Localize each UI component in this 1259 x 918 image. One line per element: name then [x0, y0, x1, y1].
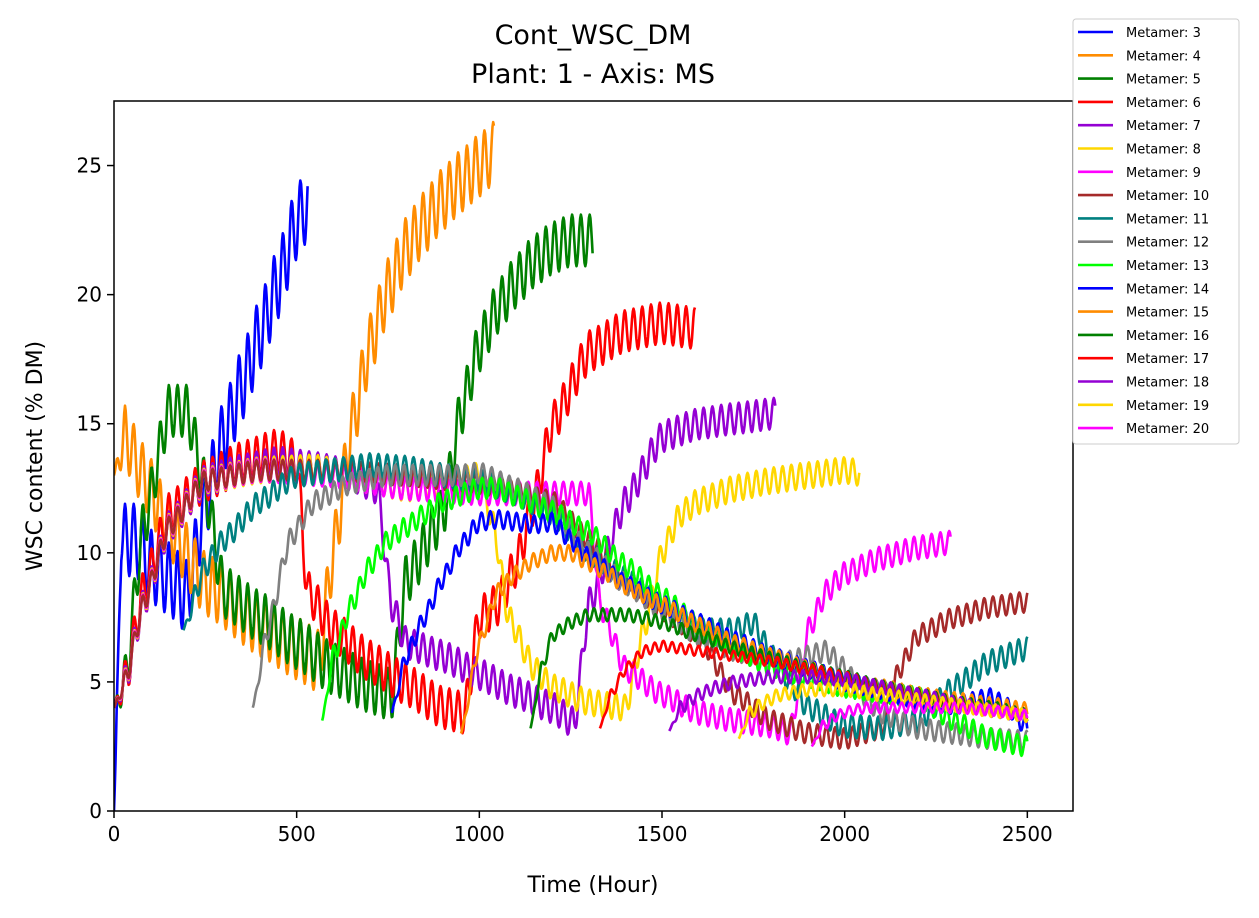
y-axis-label: WSC content (% DM)	[23, 341, 48, 571]
y-tick-label: 25	[77, 154, 102, 178]
plot-frame	[113, 100, 1074, 812]
legend-label: Metamer: 17	[1126, 352, 1209, 367]
y-tick-label: 0	[89, 799, 102, 823]
legend-label: Metamer: 20	[1126, 422, 1209, 437]
y-tick-label: 10	[77, 541, 102, 565]
legend-label: Metamer: 14	[1126, 282, 1209, 297]
legend-label: Metamer: 3	[1126, 26, 1201, 41]
legend-label: Metamer: 5	[1126, 73, 1201, 88]
legend-label: Metamer: 6	[1126, 96, 1201, 111]
x-tick-label: 1500	[637, 822, 688, 846]
series-layer	[114, 120, 1029, 811]
legend-label: Metamer: 8	[1126, 143, 1201, 158]
series-line-20	[810, 701, 1029, 748]
legend-label: Metamer: 16	[1126, 329, 1209, 344]
legend-label: Metamer: 15	[1126, 306, 1209, 321]
x-tick-label: 2500	[1002, 822, 1053, 846]
legend-label: Metamer: 9	[1126, 166, 1201, 181]
x-tick-label: 1000	[454, 822, 505, 846]
x-tick-label: 500	[278, 822, 316, 846]
legend-label: Metamer: 19	[1126, 399, 1209, 414]
y-tick-label: 5	[89, 670, 102, 694]
legend-label: Metamer: 18	[1126, 376, 1209, 391]
chart-subtitle: Plant: 1 - Axis: MS	[471, 59, 715, 90]
legend-label: Metamer: 4	[1126, 49, 1201, 64]
legend-label: Metamer: 10	[1126, 189, 1209, 204]
legend: Metamer: 3 Metamer: 4 Metamer: 5 Metamer: 6…	[1072, 18, 1240, 445]
x-tick-label: 2000	[819, 822, 870, 846]
legend-label: Metamer: 7	[1126, 119, 1201, 134]
y-tick-label: 15	[77, 412, 102, 436]
series-line-5	[114, 213, 594, 720]
legend-label: Metamer: 13	[1126, 259, 1209, 274]
chart-title: Cont_WSC_DM	[495, 20, 692, 51]
y-tick-label: 20	[77, 283, 102, 307]
legend-frame	[1072, 18, 1240, 445]
x-tick-label: 0	[108, 822, 121, 846]
ticks-layer: 0 500 1000 1500 2000 2500 0 5 10 15 20 25	[77, 154, 1053, 846]
legend-label: Metamer: 12	[1126, 236, 1209, 251]
legend-label: Metamer: 11	[1126, 212, 1209, 227]
x-axis-label: Time (Hour)	[527, 873, 659, 898]
